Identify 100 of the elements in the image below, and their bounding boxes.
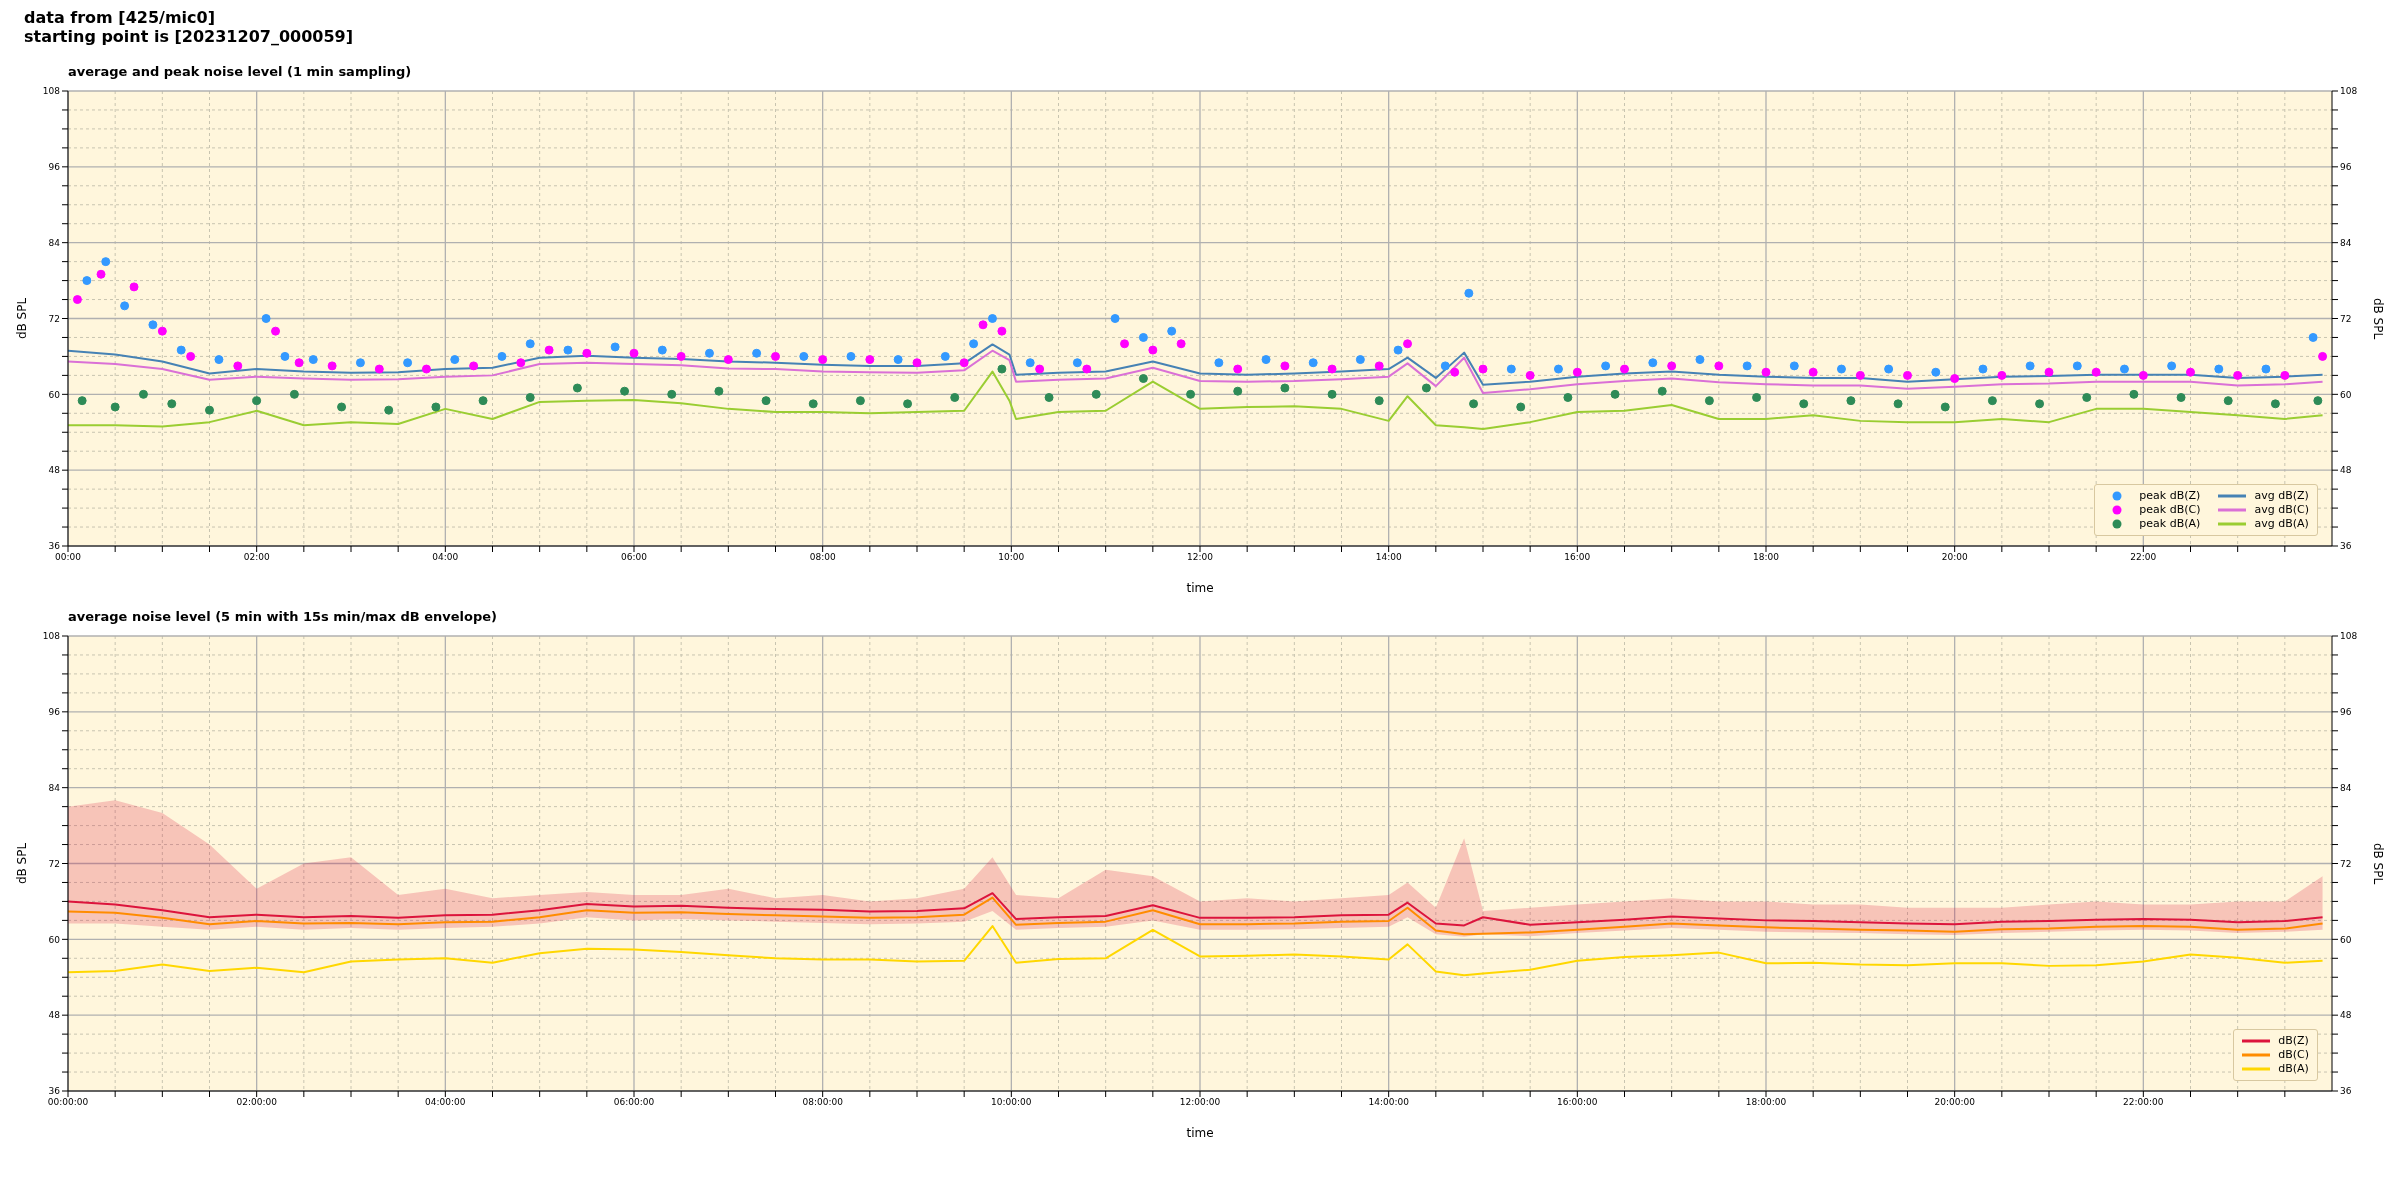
point (101, 257, 111, 267)
x-tick-label: 14:00 (1375, 552, 1402, 563)
x-tick-label: 16:00:00 (1557, 1097, 1598, 1108)
point (2318, 351, 2328, 361)
y-tick-label: 96 (48, 162, 61, 173)
point (2044, 367, 2054, 377)
point (1987, 396, 1997, 406)
point (2035, 399, 2045, 409)
y-axis-title: dB SPL (15, 842, 30, 885)
point (2082, 392, 2092, 402)
point (1761, 367, 1771, 377)
point (1233, 364, 1243, 374)
point (987, 314, 997, 323)
point (610, 342, 620, 352)
point (761, 396, 771, 406)
y2-axis-title: dB SPL (2370, 297, 2385, 340)
point (1667, 361, 1677, 371)
y-tick-label: 72 (48, 858, 60, 869)
x-tick-label: 18:00:00 (1745, 1097, 1787, 1108)
point (337, 402, 347, 412)
point (1025, 358, 1035, 368)
legend-label: avg dB(Z) (2254, 489, 2309, 503)
point (1931, 367, 1941, 377)
x-tick-label: 10:00 (998, 552, 1025, 563)
point (1893, 399, 1903, 409)
point (525, 339, 535, 349)
y-tick-label: 60 (48, 389, 61, 400)
point (1280, 361, 1290, 371)
point (2280, 370, 2290, 380)
point (110, 402, 120, 412)
legend-label: dB(Z) (2278, 1034, 2309, 1048)
x-tick-label: 02:00 (243, 552, 270, 563)
point (2025, 361, 2035, 371)
point (261, 314, 271, 323)
point (294, 358, 304, 368)
point (516, 358, 526, 368)
point (563, 345, 573, 355)
y2-axis-title: dB SPL (2370, 842, 2385, 885)
chart-title: average noise level (5 min with 15s min/max dB envelope) (67, 609, 499, 624)
y-axis-title: dB SPL (15, 297, 30, 340)
point (1450, 367, 1460, 377)
x-axis-title: time (1186, 581, 1214, 595)
y2-tick-label: 72 (2340, 858, 2352, 869)
x-tick-label: 10:00:00 (991, 1097, 1032, 1108)
y2-tick-label: 48 (2340, 465, 2352, 476)
legend-label: dB(A) (2278, 1062, 2309, 1076)
point (2138, 370, 2148, 380)
point (1214, 358, 1224, 368)
point (2223, 396, 2233, 406)
point (1167, 326, 1177, 336)
point (629, 348, 639, 358)
point (1261, 355, 1271, 365)
point (1789, 361, 1799, 371)
point (186, 351, 196, 361)
point (1138, 332, 1148, 342)
point (2270, 399, 2280, 409)
point (771, 351, 780, 361)
point (1940, 402, 1950, 412)
point (1610, 389, 1620, 399)
point (280, 351, 290, 361)
point (1072, 358, 1082, 368)
line-series (68, 370, 2324, 431)
point (799, 351, 809, 361)
point (1082, 364, 1092, 374)
point (1506, 364, 1516, 374)
line-series (68, 343, 2324, 386)
point (2072, 361, 2082, 371)
y-tick-label: 84 (48, 237, 61, 248)
point (893, 355, 903, 365)
legend-label: avg dB(C) (2254, 503, 2309, 517)
point (497, 351, 507, 361)
point (1186, 389, 1196, 399)
point (723, 355, 733, 365)
point (1393, 345, 1403, 355)
y2-tick-label: 96 (2340, 707, 2352, 718)
point (289, 389, 299, 399)
point (657, 345, 667, 355)
point (2119, 364, 2129, 374)
point (1978, 364, 1988, 374)
point (714, 386, 724, 396)
point (1091, 389, 1101, 399)
y-tick-label: 108 (42, 86, 61, 97)
point (1553, 364, 1563, 374)
point (865, 355, 875, 365)
point (1601, 361, 1611, 371)
y-tick-label: 84 (48, 782, 61, 793)
legend-label: avg dB(A) (2254, 517, 2309, 531)
point (157, 326, 167, 336)
y2-tick-label: 60 (2340, 934, 2352, 945)
point (2313, 396, 2323, 406)
point (1846, 396, 1856, 406)
point (2186, 367, 2195, 377)
x-tick-label: 14:00:00 (1368, 1097, 1410, 1108)
point (1704, 396, 1714, 406)
point (1280, 383, 1290, 393)
point (374, 364, 384, 374)
point (846, 351, 856, 361)
point (77, 396, 87, 406)
x-axis-title: time (1186, 1126, 1214, 1140)
y-tick-label: 108 (42, 631, 61, 642)
